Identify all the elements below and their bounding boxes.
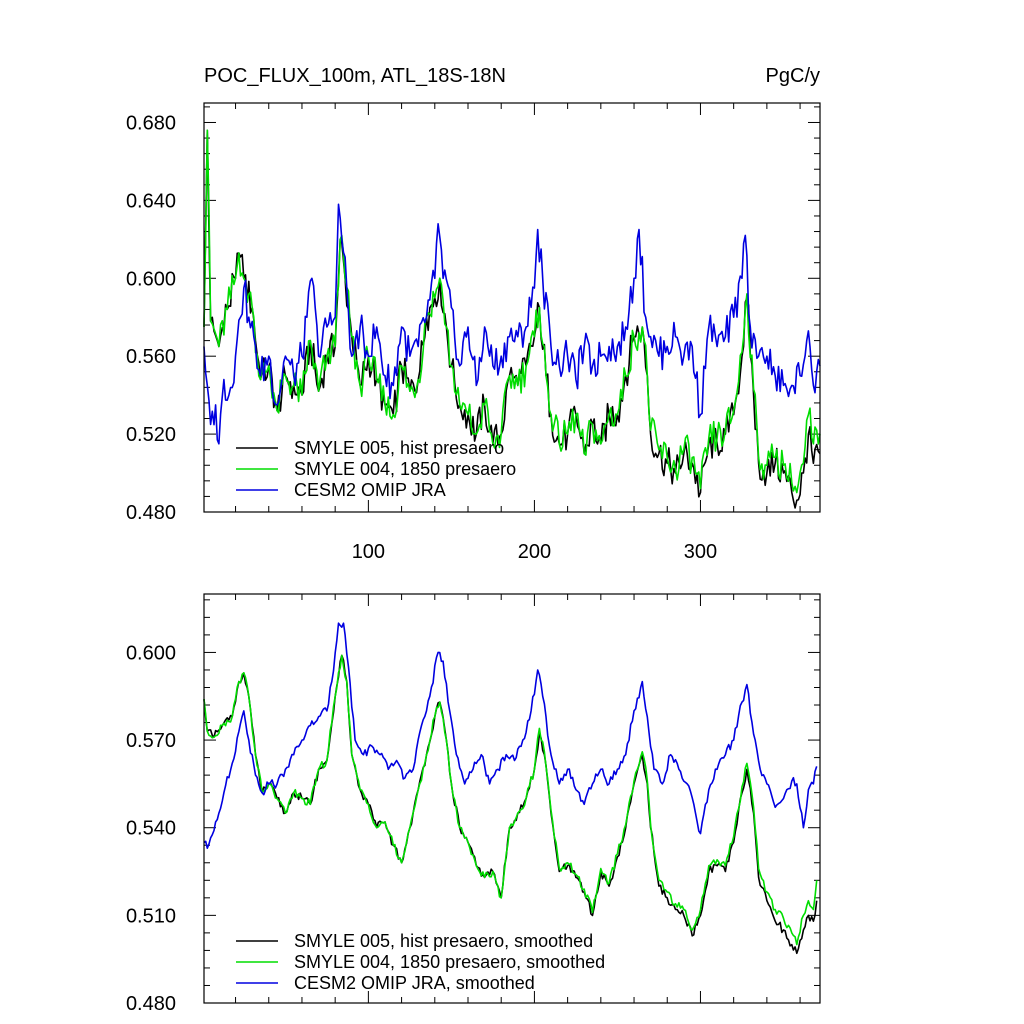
series-line-0 bbox=[203, 654, 818, 955]
y-tick-label: 0.600 bbox=[126, 268, 176, 290]
legend-label: CESM2 OMIP JRA bbox=[294, 480, 446, 500]
series-line-2 bbox=[203, 622, 818, 849]
legend-label: SMYLE 005, hist presaero bbox=[294, 438, 504, 458]
x-tick-label: 200 bbox=[518, 541, 551, 563]
units-label: PgC/y bbox=[766, 65, 820, 87]
top-axis-ticks: 0.480 0.520 0.560 0.600 0.640 0.680 100 200 300 bbox=[126, 103, 820, 563]
legend-label: SMYLE 004, 1850 presaero, smoothed bbox=[294, 952, 605, 972]
y-tick-label: 0.560 bbox=[126, 346, 176, 368]
bottom-axis-ticks: 0.480 0.510 0.540 0.570 0.600 bbox=[126, 594, 820, 1015]
top-plot-frame bbox=[203, 102, 821, 513]
series-line-1 bbox=[203, 129, 821, 494]
legend-label: SMYLE 005, hist presaero, smoothed bbox=[294, 931, 593, 951]
y-tick-label: 0.480 bbox=[126, 502, 176, 524]
series-line-0 bbox=[203, 129, 821, 509]
series-line-2 bbox=[203, 203, 821, 445]
y-tick-label: 0.480 bbox=[126, 993, 176, 1015]
y-tick-label: 0.540 bbox=[126, 818, 176, 840]
legend-label: SMYLE 004, 1850 presaero bbox=[294, 459, 516, 479]
y-tick-label: 0.520 bbox=[126, 424, 176, 446]
bottom-series-lines bbox=[203, 622, 818, 955]
top-series-lines bbox=[203, 129, 821, 509]
legend-label: CESM2 OMIP JRA, smoothed bbox=[294, 973, 535, 993]
y-tick-label: 0.510 bbox=[126, 905, 176, 927]
y-tick-label: 0.600 bbox=[126, 642, 176, 664]
x-tick-label: 100 bbox=[352, 541, 385, 563]
bottom-legend: SMYLE 005, hist presaero, smoothedSMYLE … bbox=[236, 931, 605, 993]
y-tick-label: 0.640 bbox=[126, 190, 176, 212]
y-tick-label: 0.570 bbox=[126, 730, 176, 752]
y-tick-label: 0.680 bbox=[126, 112, 176, 134]
top-panel: POC_FLUX_100m, ATL_18S-18N PgC/y 0.4800.… bbox=[126, 65, 821, 563]
bottom-plot-frame bbox=[203, 593, 821, 1004]
bottom-panel: 0.480 0.510 0.540 0.570 0.600 SMYLE 005, his… bbox=[126, 593, 821, 1015]
chart-title: POC_FLUX_100m, ATL_18S-18N bbox=[204, 65, 506, 87]
series-line-1 bbox=[203, 654, 818, 946]
x-tick-label: 300 bbox=[684, 541, 717, 563]
